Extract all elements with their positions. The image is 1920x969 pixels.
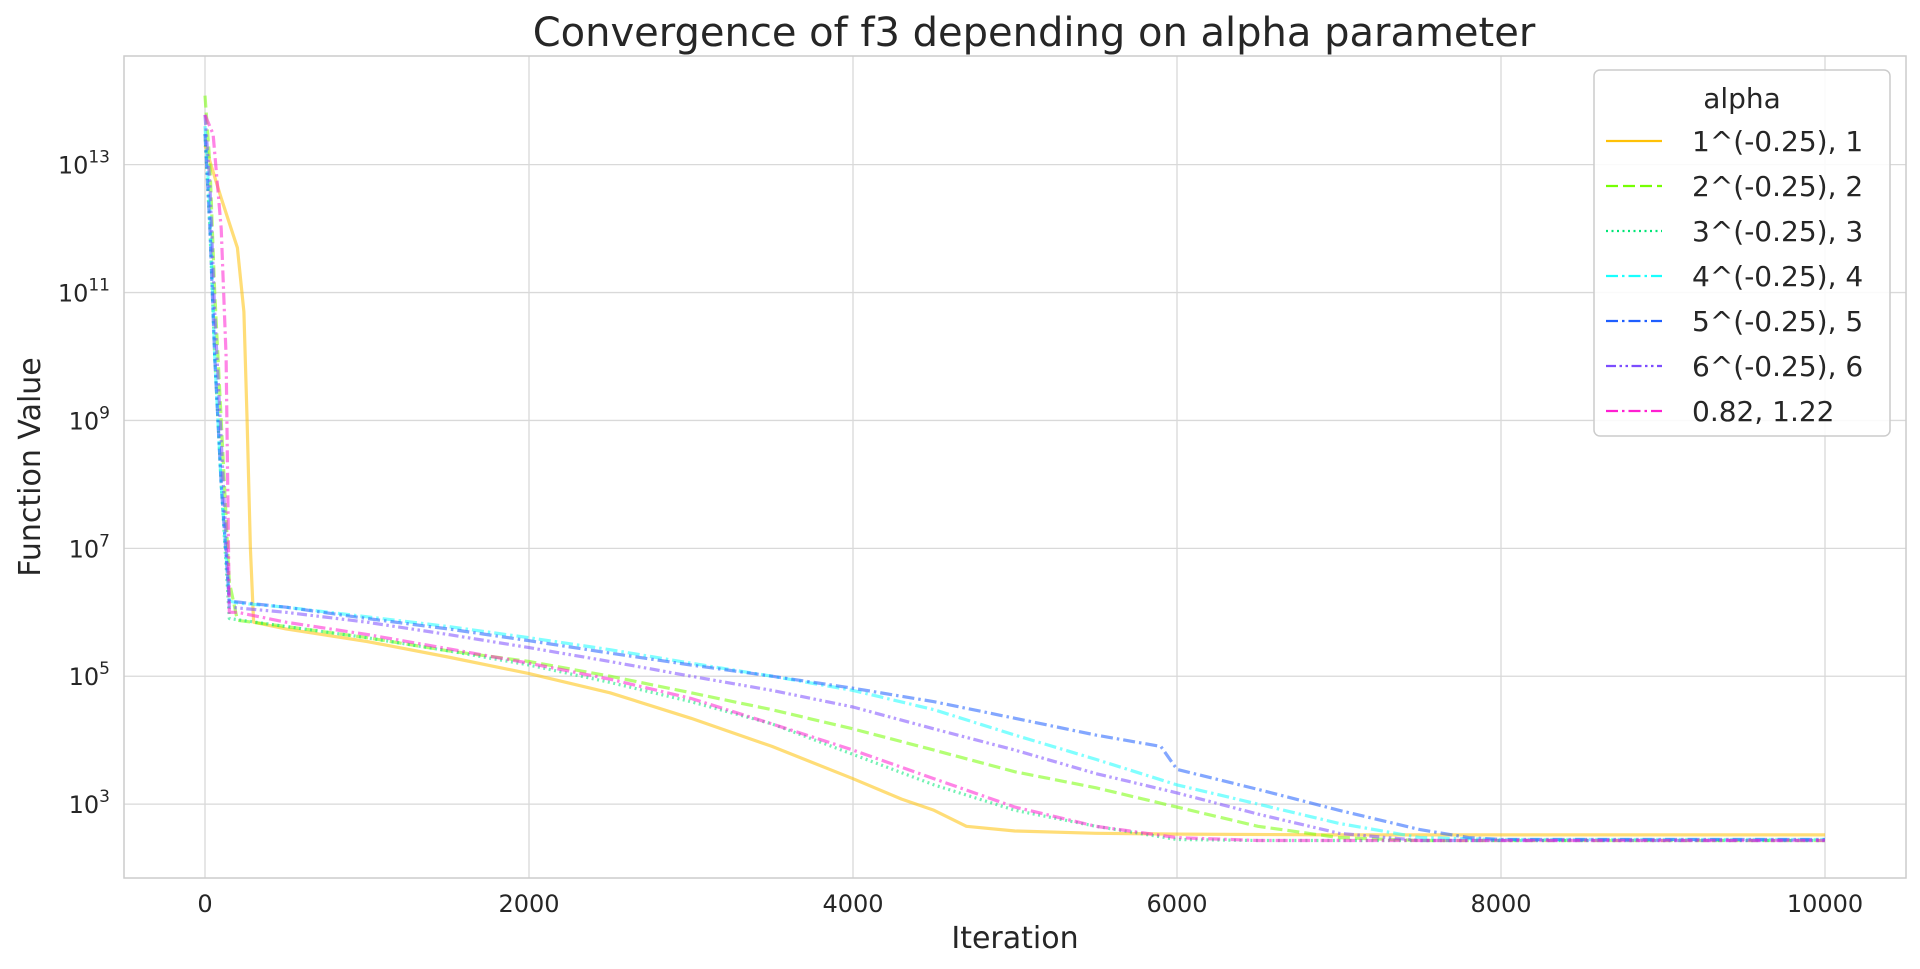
- y-tick-label: 109: [69, 403, 110, 435]
- legend-title: alpha: [1703, 82, 1781, 115]
- x-axis-ticks: 0 2000 4000 6000 8000 10000: [197, 890, 1863, 918]
- legend-label-6: 6^(-0.25), 6: [1692, 350, 1863, 383]
- x-tick-label: 2000: [498, 890, 559, 918]
- y-axis-title: Function Value: [13, 357, 48, 577]
- y-tick-base: 10: [69, 663, 100, 691]
- y-tick-exponent: 13: [88, 148, 110, 168]
- x-tick-label: 10000: [1787, 890, 1863, 918]
- legend-label-2: 2^(-0.25), 2: [1692, 170, 1863, 203]
- y-tick-exponent: 9: [99, 403, 110, 423]
- series-line-1: [203, 144, 1825, 837]
- y-tick-label: 1013: [58, 148, 110, 180]
- series-layer: [203, 95, 1825, 843]
- x-tick-label: 0: [197, 890, 212, 918]
- series-line-2: [203, 95, 1825, 843]
- series-line-7: [203, 114, 1825, 843]
- y-tick-exponent: 11: [88, 276, 110, 296]
- y-tick-exponent: 5: [99, 659, 110, 679]
- x-tick-label: 8000: [1470, 890, 1531, 918]
- x-tick-label: 6000: [1146, 890, 1207, 918]
- plot-frame: [123, 55, 1907, 879]
- y-tick-label: 1011: [58, 276, 110, 308]
- y-tick-base: 10: [69, 535, 100, 563]
- y-tick-base: 10: [69, 407, 100, 435]
- legend-label-5: 5^(-0.25), 5: [1692, 305, 1863, 338]
- legend-label-1: 1^(-0.25), 1: [1692, 125, 1863, 158]
- chart-title: Convergence of f3 depending on alpha par…: [533, 10, 1536, 56]
- y-tick-base: 10: [58, 280, 89, 308]
- y-tick-exponent: 7: [99, 531, 110, 551]
- y-tick-label: 105: [69, 659, 110, 691]
- legend: alpha 1^(-0.25), 1 2^(-0.25), 2 3^(-0.25),…: [1593, 69, 1891, 437]
- y-tick-base: 10: [69, 791, 100, 819]
- y-tick-base: 10: [58, 152, 89, 180]
- legend-label-4: 4^(-0.25), 4: [1692, 260, 1863, 293]
- legend-label-3: 3^(-0.25), 3: [1692, 215, 1863, 248]
- legend-entries: 1^(-0.25), 1 2^(-0.25), 2 3^(-0.25), 3 4^(-…: [1606, 125, 1863, 428]
- y-tick-exponent: 3: [99, 787, 110, 807]
- y-tick-label: 107: [69, 531, 110, 563]
- x-axis-title: Iteration: [951, 921, 1078, 956]
- legend-label-7: 0.82, 1.22: [1692, 395, 1835, 428]
- x-tick-label: 4000: [822, 890, 883, 918]
- legend-box: [1593, 69, 1891, 437]
- y-tick-label: 103: [69, 787, 110, 819]
